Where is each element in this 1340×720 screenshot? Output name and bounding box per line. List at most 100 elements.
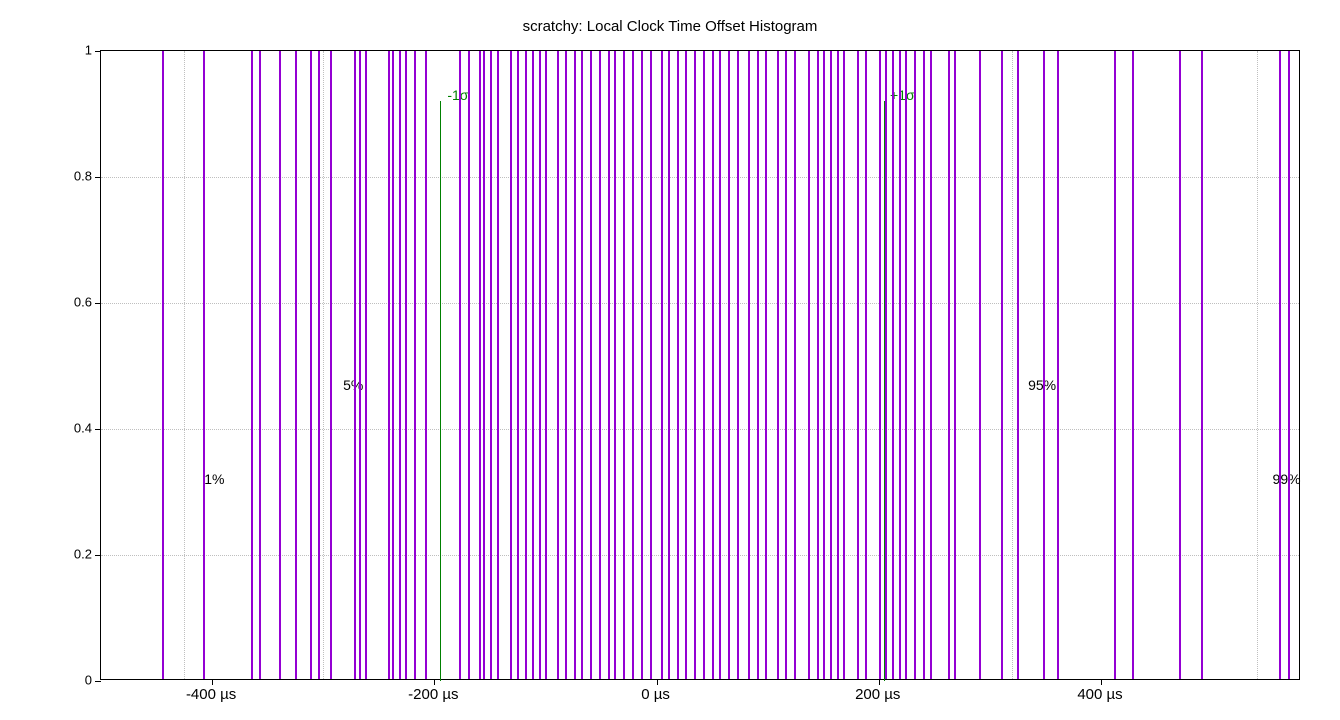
xtick-label: 200 µs (855, 686, 900, 703)
ytick-label: 0 (62, 673, 92, 688)
histogram-bar (728, 51, 730, 679)
xtick-label: -400 µs (186, 686, 236, 703)
histogram-bar (1057, 51, 1059, 679)
histogram-bar (510, 51, 512, 679)
histogram-bar (310, 51, 312, 679)
histogram-bar (1201, 51, 1203, 679)
histogram-bar (785, 51, 787, 679)
histogram-bar (365, 51, 367, 679)
histogram-bar (823, 51, 825, 679)
histogram-chart: scratchy: Local Clock Time Offset Histog… (0, 0, 1340, 720)
histogram-bar (490, 51, 492, 679)
histogram-bar (765, 51, 767, 679)
histogram-bar (808, 51, 810, 679)
percentile-line (1012, 51, 1013, 679)
histogram-bar (388, 51, 390, 679)
ytick-mark (95, 429, 101, 430)
histogram-bar (737, 51, 739, 679)
histogram-bar (539, 51, 541, 679)
histogram-bar (668, 51, 670, 679)
histogram-bar (359, 51, 361, 679)
histogram-bar (650, 51, 652, 679)
histogram-bar (483, 51, 485, 679)
percentile-label: 1% (204, 471, 224, 487)
histogram-bar (162, 51, 164, 679)
xtick-label: 0 µs (641, 686, 670, 703)
xtick-mark (1101, 679, 1102, 685)
histogram-bar (392, 51, 394, 679)
histogram-bar (899, 51, 901, 679)
xtick-label: 400 µs (1077, 686, 1122, 703)
histogram-bar (279, 51, 281, 679)
xtick-mark (212, 679, 213, 685)
ytick-mark (95, 681, 101, 682)
histogram-bar (414, 51, 416, 679)
histogram-bar (719, 51, 721, 679)
chart-title: scratchy: Local Clock Time Offset Histog… (0, 18, 1340, 35)
histogram-bar (525, 51, 527, 679)
percentile-label: 95% (1028, 377, 1056, 393)
histogram-bar (330, 51, 332, 679)
histogram-bar (1043, 51, 1045, 679)
ytick-label: 1 (62, 43, 92, 58)
histogram-bar (581, 51, 583, 679)
histogram-bar (661, 51, 663, 679)
histogram-bar (879, 51, 881, 679)
histogram-bar (837, 51, 839, 679)
ytick-mark (95, 51, 101, 52)
histogram-bar (694, 51, 696, 679)
histogram-bar (405, 51, 407, 679)
histogram-bar (557, 51, 559, 679)
ytick-mark (95, 177, 101, 178)
histogram-bar (203, 51, 205, 679)
percentile-line (1257, 51, 1258, 679)
histogram-bar (517, 51, 519, 679)
histogram-bar (623, 51, 625, 679)
histogram-bar (479, 51, 481, 679)
histogram-bar (892, 51, 894, 679)
histogram-bar (677, 51, 679, 679)
histogram-bar (794, 51, 796, 679)
ytick-mark (95, 555, 101, 556)
histogram-bar (1017, 51, 1019, 679)
ytick-label: 0.6 (62, 295, 92, 310)
histogram-bar (923, 51, 925, 679)
histogram-bar (757, 51, 759, 679)
histogram-bar (259, 51, 261, 679)
histogram-bar (1132, 51, 1134, 679)
histogram-bar (712, 51, 714, 679)
histogram-bar (468, 51, 470, 679)
histogram-bar (545, 51, 547, 679)
sigma-line (440, 101, 441, 681)
histogram-bar (817, 51, 819, 679)
histogram-bar (1114, 51, 1116, 679)
histogram-bar (1179, 51, 1181, 679)
histogram-bar (459, 51, 461, 679)
ytick-label: 0.4 (62, 421, 92, 436)
histogram-bar (599, 51, 601, 679)
histogram-bar (1001, 51, 1003, 679)
histogram-bar (748, 51, 750, 679)
histogram-bar (930, 51, 932, 679)
histogram-bar (979, 51, 981, 679)
histogram-bar (295, 51, 297, 679)
histogram-bar (905, 51, 907, 679)
plot-area: 1%5%95%99%-1σ+1σ (100, 50, 1300, 680)
histogram-bar (1288, 51, 1290, 679)
histogram-bar (497, 51, 499, 679)
histogram-bar (1279, 51, 1281, 679)
histogram-bar (777, 51, 779, 679)
histogram-bar (948, 51, 950, 679)
histogram-bar (843, 51, 845, 679)
percentile-label: 99% (1273, 471, 1301, 487)
percentile-line (184, 51, 185, 679)
histogram-bar (354, 51, 356, 679)
ytick-label: 0.2 (62, 547, 92, 562)
histogram-bar (632, 51, 634, 679)
histogram-bar (565, 51, 567, 679)
xtick-label: -200 µs (408, 686, 458, 703)
histogram-bar (532, 51, 534, 679)
percentile-line (323, 51, 324, 679)
histogram-bar (399, 51, 401, 679)
histogram-bar (830, 51, 832, 679)
